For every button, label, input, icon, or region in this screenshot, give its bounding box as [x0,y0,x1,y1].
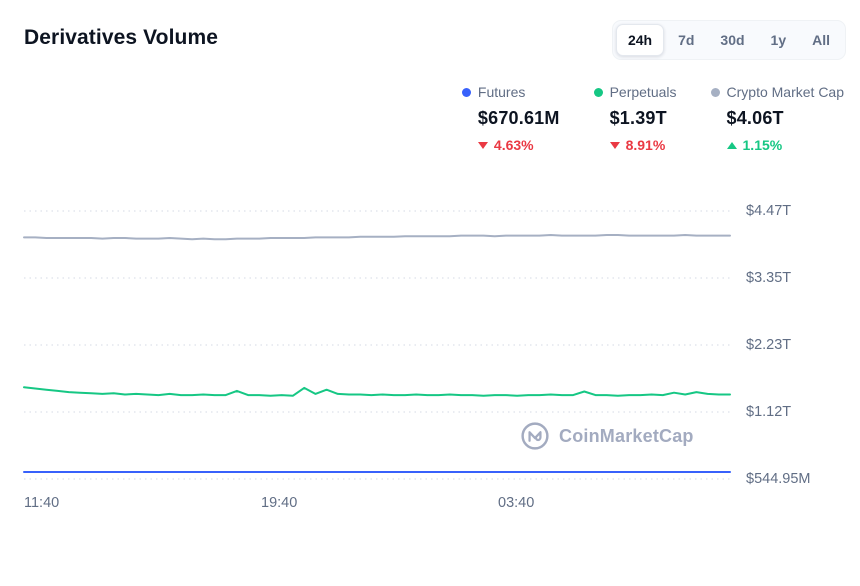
range-option-30d[interactable]: 30d [720,32,745,48]
futures-value: $670.61M [477,108,560,128]
x-axis-label: 11:40 [24,495,60,511]
legend-item-futures[interactable]: Futures $670.61M 4.63% [461,84,560,153]
legend-label: Perpetuals [609,84,677,100]
chart-legend: Futures $670.61M 4.63% Perpetuals $1.39T… [0,60,860,153]
y-axis-label: $4.47T [746,203,792,219]
futures-change: 4.63% [493,137,534,153]
time-range-selector: 24h 7d 30d 1y All [611,20,846,60]
range-option-7d[interactable]: 7d [678,32,695,48]
chart-area[interactable]: $4.47T $3.35T $2.23T $1.12T $544.95M 11:… [23,199,860,529]
y-axis-label: $2.23T [746,337,792,353]
page-title: Derivatives Volume [24,26,218,49]
futures-change-arrow-icon [477,141,488,149]
x-axis-label: 03:40 [498,495,535,511]
perpetuals-change-arrow-icon [609,141,620,149]
watermark-text: CoinMarketCap [559,425,694,446]
range-option-1y[interactable]: 1y [770,32,787,48]
x-axis-label: 19:40 [261,495,298,511]
range-option-24h[interactable]: 24h [615,24,665,56]
coinmarketcap-watermark: CoinMarketCap [520,421,694,451]
legend-item-perpetuals[interactable]: Perpetuals $1.39T 8.91% [593,84,677,153]
market-cap-change: 1.15% [742,137,783,153]
market-cap-dot-icon [710,87,720,97]
perpetuals-value: $1.39T [609,108,667,128]
perpetuals-dot-icon [593,87,603,97]
chart-svg[interactable] [23,199,734,489]
y-axis-label: $544.95M [746,471,811,487]
market-cap-change-arrow-icon [726,141,737,149]
panel-header: Derivatives Volume 24h 7d 30d 1y All [0,0,860,60]
futures-dot-icon [461,87,471,97]
legend-item-crypto-market-cap[interactable]: Crypto Market Cap $4.06T 1.15% [710,84,844,153]
legend-label: Crypto Market Cap [726,84,844,100]
perpetuals-change: 8.91% [625,137,666,153]
y-axis-label: $3.35T [746,270,792,286]
coinmarketcap-logo-icon [521,422,549,450]
range-option-all[interactable]: All [812,32,830,48]
y-axis-label: $1.12T [746,404,792,420]
legend-label: Futures [477,84,526,100]
market-cap-value: $4.06T [726,108,784,128]
